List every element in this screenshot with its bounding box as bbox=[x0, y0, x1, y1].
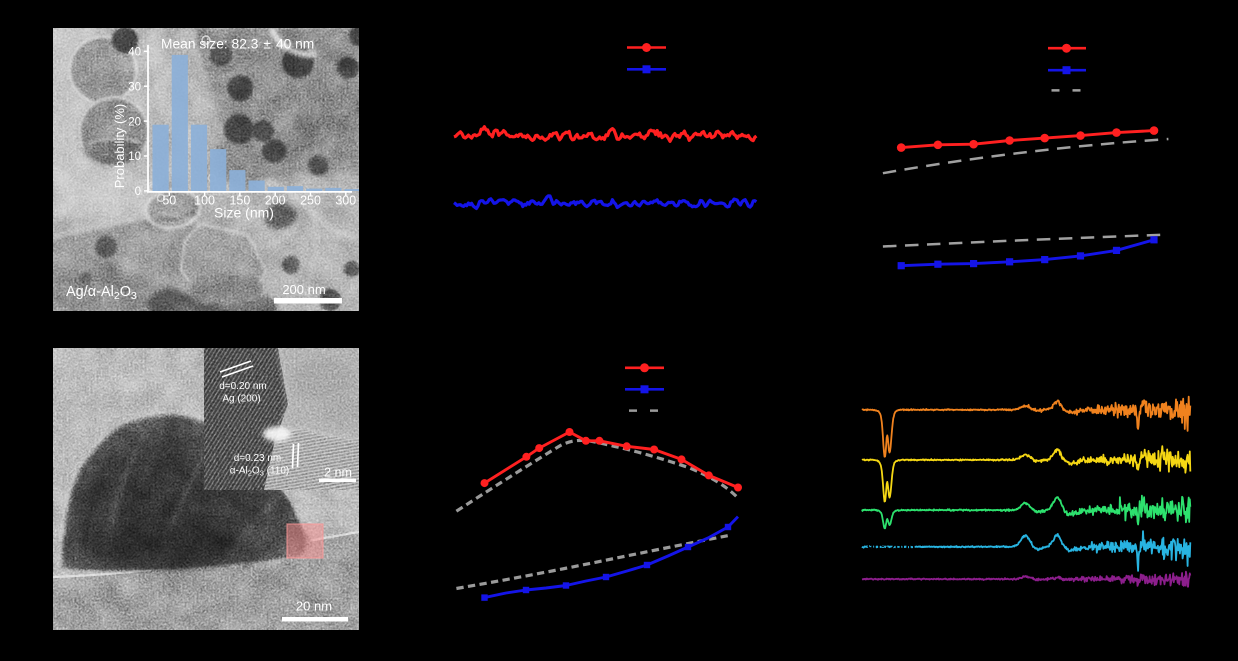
svg-text:250: 250 bbox=[300, 194, 321, 208]
svg-text:50: 50 bbox=[162, 194, 176, 208]
svg-text:90°∙2000: 90°∙2000 bbox=[867, 541, 916, 555]
svg-text:Probability (%): Probability (%) bbox=[112, 104, 127, 189]
svg-text:10: 10 bbox=[128, 151, 141, 163]
svg-text:α-Al2O3 (110): α-Al2O3 (110) bbox=[230, 466, 290, 478]
svg-text:20: 20 bbox=[128, 116, 141, 128]
svg-text:Ag/α-Al2O3: Ag/α-Al2O3 bbox=[66, 284, 137, 302]
svg-text:30: 30 bbox=[128, 81, 141, 93]
svg-text:150: 150 bbox=[229, 194, 250, 208]
svg-text:Size (nm): Size (nm) bbox=[214, 205, 274, 221]
svg-text:d=0.23 nm: d=0.23 nm bbox=[234, 453, 282, 464]
svg-text:300: 300 bbox=[335, 194, 356, 208]
svg-text:d=0.20 nm: d=0.20 nm bbox=[219, 381, 267, 392]
svg-text:200 nm: 200 nm bbox=[282, 282, 325, 297]
svg-text:Ag (200): Ag (200) bbox=[222, 394, 260, 405]
svg-text:0: 0 bbox=[135, 186, 141, 198]
svg-text:40: 40 bbox=[128, 47, 141, 59]
svg-text:20 nm: 20 nm bbox=[296, 599, 332, 614]
svg-text:2 nm: 2 nm bbox=[324, 466, 352, 480]
svg-text:100: 100 bbox=[194, 194, 215, 208]
svg-text:200: 200 bbox=[265, 194, 286, 208]
svg-text:Mean size: 82.3 ± 40 nm: Mean size: 82.3 ± 40 nm bbox=[161, 37, 314, 52]
